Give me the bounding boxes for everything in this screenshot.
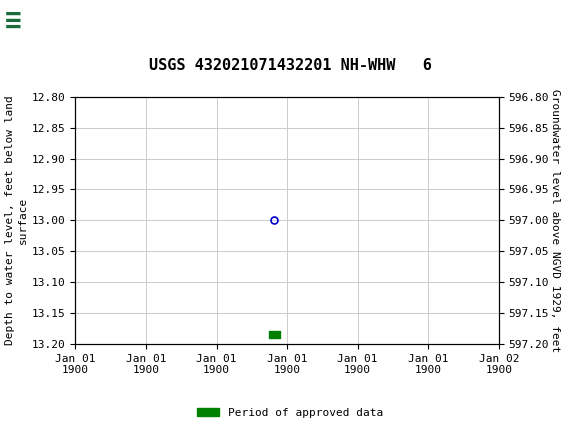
Y-axis label: Depth to water level, feet below land
surface: Depth to water level, feet below land su…: [5, 95, 28, 345]
Y-axis label: Groundwater level above NGVD 1929, feet: Groundwater level above NGVD 1929, feet: [550, 89, 560, 352]
FancyBboxPatch shape: [3, 2, 52, 39]
Text: ≡: ≡: [5, 6, 21, 34]
Text: USGS 432021071432201 NH-WHW   6: USGS 432021071432201 NH-WHW 6: [148, 58, 432, 73]
Legend: Period of approved data: Period of approved data: [193, 403, 387, 422]
Text: USGS: USGS: [55, 11, 115, 30]
